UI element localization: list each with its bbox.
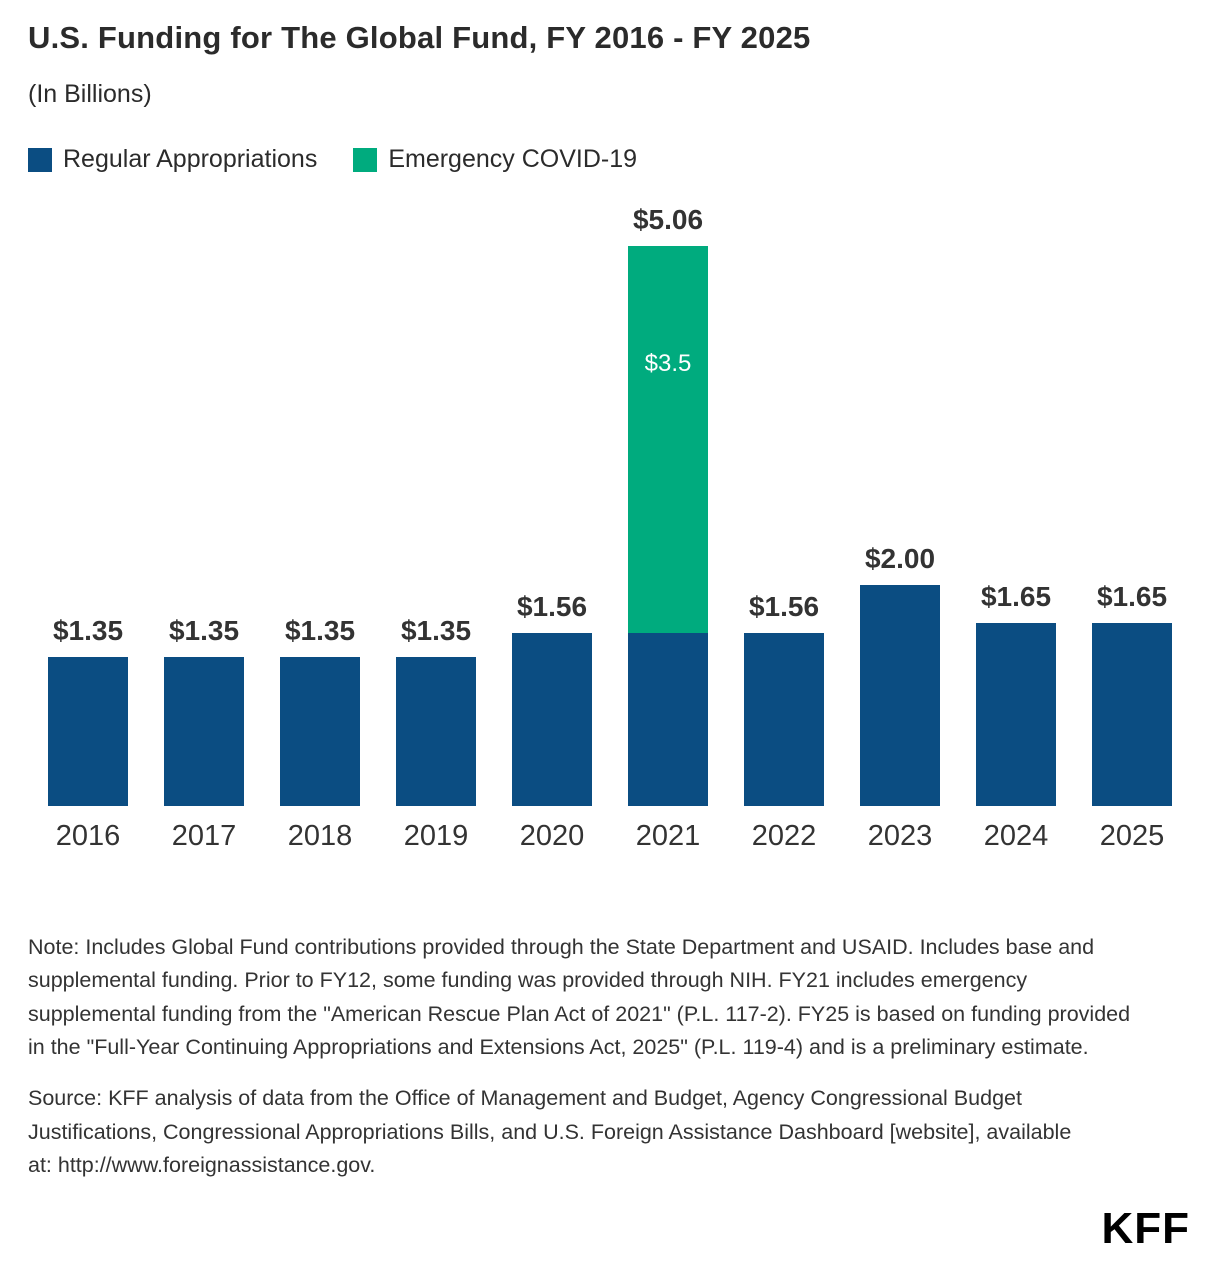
bar-segment-regular (860, 585, 940, 806)
notes-section: Note: Includes Global Fund contributions… (28, 931, 1192, 1182)
bar-column-2024: $1.65 (958, 581, 1074, 806)
bar-value-label: $2.00 (864, 543, 936, 574)
bar-segment-regular (1092, 623, 1172, 806)
legend-label-regular: Regular Appropriations (63, 145, 318, 173)
legend-item-emergency-covid: Emergency COVID-19 (353, 145, 637, 174)
x-tick-label: 2025 (1099, 820, 1165, 852)
page-title: U.S. Funding for The Global Fund, FY 201… (28, 20, 811, 55)
x-tick-label: 2020 (519, 820, 585, 852)
chart-area: $1.35 $1.35 $1.35 $1.35 $1.56 $5.06 $3.5 $1.56 $… (28, 194, 1192, 853)
bar-column-2018: $1.35 (262, 615, 378, 806)
bar-column-2023: $2.00 (842, 543, 958, 806)
bar-segment-regular (744, 633, 824, 806)
bar-column-2022: $1.56 (726, 591, 842, 806)
bar-value-label: $1.56 (516, 591, 588, 622)
legend: Regular Appropriations Emergency COVID-1… (28, 145, 1192, 174)
x-tick-label: 2021 (635, 820, 701, 852)
bar-value-label: $1.35 (284, 615, 356, 646)
source-text: Source: KFF analysis of data from the Of… (28, 1086, 1072, 1177)
bar-segment-regular (396, 657, 476, 806)
x-axis: 2016 2017 2018 2019 2020 2021 2022 2023 2024 2025 (28, 820, 1192, 853)
bar-segment-emergency: $3.5 (628, 246, 708, 633)
x-tick-label: 2018 (287, 820, 353, 852)
legend-label-emergency: Emergency COVID-19 (388, 145, 638, 173)
x-tick-label: 2024 (983, 820, 1049, 852)
bar-segment-regular (48, 657, 128, 806)
legend-swatch-regular (28, 147, 52, 172)
bar-value-label: $5.06 (632, 204, 704, 235)
bar-value-label: $1.56 (748, 591, 820, 622)
legend-swatch-emergency (353, 147, 378, 172)
bar-column-2021: $5.06 $3.5 (610, 204, 726, 806)
bar-column-2025: $1.65 (1074, 581, 1190, 806)
segment-value-label: $3.5 (644, 350, 692, 378)
bar-column-2020: $1.56 (494, 591, 610, 806)
bar-segment-regular (628, 633, 708, 806)
x-tick-label: 2022 (751, 820, 817, 852)
bar-value-label: $1.35 (168, 615, 240, 646)
bar-value-label: $1.65 (1096, 581, 1168, 612)
bar-value-label: $1.35 (52, 615, 124, 646)
x-tick-label: 2019 (403, 820, 469, 852)
legend-item-regular-appropriations: Regular Appropriations (28, 145, 317, 174)
bar-value-label: $1.35 (400, 615, 472, 646)
x-tick-label: 2016 (55, 820, 121, 852)
chart-subtitle: (In Billions) (28, 80, 152, 108)
bar-segment-regular (512, 633, 592, 806)
kff-logo: KFF (1101, 1204, 1190, 1253)
x-tick-label: 2017 (171, 820, 237, 852)
x-tick-label: 2023 (867, 820, 933, 852)
bar-column-2019: $1.35 (378, 615, 494, 806)
bar-value-label: $1.65 (980, 581, 1052, 612)
bar-column-2016: $1.35 (30, 615, 146, 806)
bar-chart: $1.35 $1.35 $1.35 $1.35 $1.56 $5.06 $3.5 $1.56 $… (28, 194, 1192, 806)
bar-segment-regular (164, 657, 244, 806)
bar-column-2017: $1.35 (146, 615, 262, 806)
bar-segment-regular (976, 623, 1056, 806)
note-text: Note: Includes Global Fund contributions… (28, 935, 1131, 1059)
bar-segment-regular (280, 657, 360, 806)
